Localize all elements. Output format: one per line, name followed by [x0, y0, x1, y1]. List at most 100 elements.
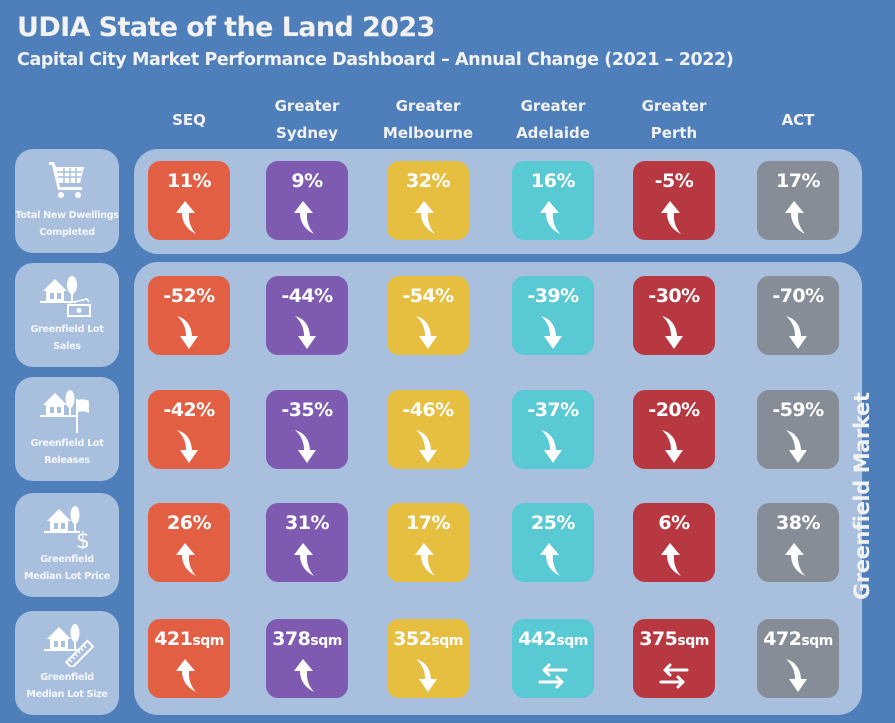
arrow-down-icon	[538, 314, 568, 350]
arrow-up-icon	[783, 199, 813, 235]
svg-text:$: $	[76, 529, 90, 549]
metric-tile-melbourne: 17%	[387, 503, 469, 582]
metric-unit: sqm	[431, 633, 463, 649]
metric-tile-perth: 375sqm	[633, 619, 715, 698]
metric-number: 472	[763, 628, 802, 650]
metric-value: -46%	[387, 399, 469, 421]
metric-tile-seq: -52%	[148, 276, 230, 355]
column-header-line1: Greater	[641, 97, 707, 115]
metric-number: -54%	[402, 285, 454, 307]
arrow-up-icon	[413, 541, 443, 577]
metric-tile-sydney: -44%	[266, 276, 348, 355]
metric-number: 352	[393, 628, 432, 650]
metric-value: 375sqm	[633, 628, 715, 650]
metric-value: 17%	[387, 512, 469, 534]
metric-value: 421sqm	[148, 628, 230, 650]
metric-number: 17%	[406, 512, 450, 534]
metric-number: -5%	[654, 170, 694, 192]
metric-tile-seq: 421sqm	[148, 619, 230, 698]
metric-tile-act: 38%	[757, 503, 839, 582]
metric-number: 25%	[531, 512, 575, 534]
metric-tile-perth: -20%	[633, 390, 715, 469]
arrow-down-icon	[783, 314, 813, 350]
metric-value: 472sqm	[757, 628, 839, 650]
metric-number: 6%	[658, 512, 690, 534]
greenfield-market-panel	[134, 262, 862, 715]
metric-tile-melbourne: -54%	[387, 276, 469, 355]
metric-value: 6%	[633, 512, 715, 534]
row-label-text: Greenfield Median Lot Price	[15, 551, 119, 585]
arrow-down-icon	[413, 314, 443, 350]
row-label-line2: Median Lot Price	[24, 571, 110, 582]
column-header-line2: Sydney	[276, 124, 338, 142]
arrow-down-icon	[783, 657, 813, 693]
column-header-line2: Perth	[650, 124, 698, 142]
row-label-greenfield-median-lot-size: Greenfield Median Lot Size	[15, 611, 119, 715]
column-header-line1: Greater	[274, 97, 340, 115]
metric-tile-adelaide: -39%	[512, 276, 594, 355]
row-label-line1: Greenfield Lot	[30, 324, 104, 335]
arrow-up-icon	[174, 199, 204, 235]
metric-value: -30%	[633, 285, 715, 307]
row-label-line2: Median Lot Size	[26, 689, 108, 700]
metric-number: 442	[518, 628, 557, 650]
metric-unit: sqm	[192, 633, 224, 649]
metric-tile-adelaide: -37%	[512, 390, 594, 469]
metric-value: 11%	[148, 170, 230, 192]
column-header-line1: Greater	[520, 97, 586, 115]
metric-value: -59%	[757, 399, 839, 421]
column-header-line2: Adelaide	[516, 124, 590, 142]
row-label-text: Greenfield Lot Sales	[15, 321, 119, 355]
house-dollar-icon: $	[15, 501, 119, 554]
arrow-up-icon	[292, 541, 322, 577]
arrow-up-icon	[659, 541, 689, 577]
metric-number: -37%	[527, 399, 579, 421]
metric-value: 25%	[512, 512, 594, 534]
metric-unit: sqm	[310, 633, 342, 649]
metric-tile-act: 17%	[757, 161, 839, 240]
metric-number: 421	[154, 628, 193, 650]
greenfield-market-label: Greenfield Market	[850, 392, 874, 600]
row-label-line1: Greenfield	[40, 554, 94, 565]
metric-number: -59%	[772, 399, 824, 421]
metric-number: 9%	[291, 170, 323, 192]
row-label-line1: Greenfield Lot	[30, 438, 104, 449]
metric-value: 32%	[387, 170, 469, 192]
row-label-line2: Sales	[53, 341, 81, 352]
arrow-down-icon	[659, 314, 689, 350]
metric-value: 16%	[512, 170, 594, 192]
arrow-down-icon	[292, 314, 322, 350]
page-title: UDIA State of the Land 2023	[17, 12, 435, 43]
metric-number: -39%	[527, 285, 579, 307]
metric-number: 31%	[285, 512, 329, 534]
arrow-up-icon	[659, 199, 689, 235]
metric-number: -30%	[648, 285, 700, 307]
metric-tile-perth: -30%	[633, 276, 715, 355]
column-header-act: ACT	[743, 92, 853, 148]
metric-value: 38%	[757, 512, 839, 534]
arrow-down-icon	[538, 428, 568, 464]
row-label-line1: Total New Dwellings	[15, 210, 119, 221]
arrow-down-icon	[413, 657, 443, 693]
metric-value: 9%	[266, 170, 348, 192]
metric-number: -42%	[163, 399, 215, 421]
column-header-seq: SEQ	[134, 92, 244, 148]
metric-tile-melbourne: 32%	[387, 161, 469, 240]
shopping-cart-icon	[15, 157, 119, 205]
metric-value: 442sqm	[512, 628, 594, 650]
metric-number: 378	[272, 628, 311, 650]
metric-value: -5%	[633, 170, 715, 192]
metric-tile-perth: -5%	[633, 161, 715, 240]
arrow-up-icon	[292, 657, 322, 693]
page-subtitle: Capital City Market Performance Dashboar…	[17, 50, 734, 70]
column-header-line1: Greater	[395, 97, 461, 115]
metric-value: -52%	[148, 285, 230, 307]
metric-tile-sydney: 31%	[266, 503, 348, 582]
metric-unit: sqm	[677, 633, 709, 649]
metric-value: -42%	[148, 399, 230, 421]
metric-number: -20%	[648, 399, 700, 421]
metric-value: -20%	[633, 399, 715, 421]
metric-value: -54%	[387, 285, 469, 307]
row-label-greenfield-lot-sales: Greenfield Lot Sales	[15, 263, 119, 367]
metric-tile-melbourne: -46%	[387, 390, 469, 469]
